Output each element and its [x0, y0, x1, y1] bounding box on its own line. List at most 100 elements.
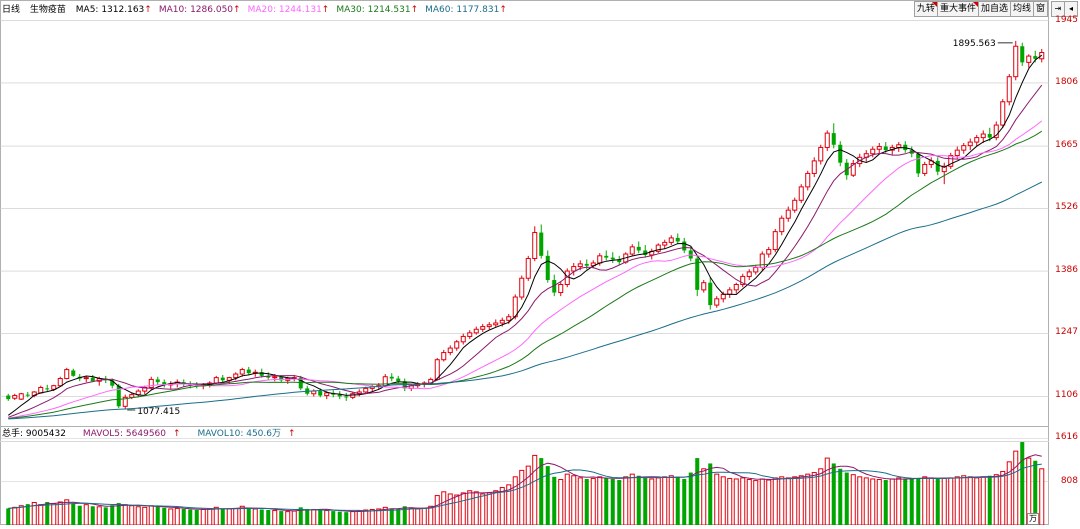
volume-bar-down [331, 511, 336, 525]
candle-body-up [493, 322, 499, 326]
volume-bar-up [668, 475, 674, 526]
chart-nav: ⇥ ◂ [1051, 1, 1078, 17]
volume-bar-down [903, 478, 908, 525]
volume-bar-up [96, 506, 102, 526]
candle-body-up [447, 347, 453, 354]
candle-body-up [467, 332, 473, 337]
candle-body-up [720, 293, 726, 300]
candle-body-up [213, 377, 219, 384]
candle-body-down [279, 376, 284, 381]
volume-bar-up [922, 476, 928, 526]
candle-body-up [779, 217, 785, 233]
volume-bar-up [272, 510, 278, 526]
candle-body-up [701, 282, 707, 291]
candle-body-down [617, 259, 622, 263]
low-price-annotation: 1077.415 [137, 407, 180, 417]
volume-bar-up [38, 504, 44, 526]
volume-bar-down [389, 508, 394, 525]
add-watchlist-button[interactable]: 加自选 [977, 1, 1011, 17]
volume-bar-up [805, 473, 811, 526]
candle-body-up [961, 145, 967, 151]
candle-body-up [792, 199, 798, 211]
mavol10-label: MAVOL10: 450.6万 ↑ [197, 429, 296, 439]
candle-body-down [155, 379, 160, 383]
volume-unit-badge: 万 [1027, 513, 1039, 525]
candle-body-up [558, 283, 564, 294]
volume-bar-down [259, 509, 264, 525]
total-volume-label: 总手: 9005432 [2, 429, 66, 439]
candle-body-up [597, 255, 603, 264]
collapse-arrow-icon[interactable]: ◂ [1064, 1, 1078, 17]
candle-body-up [727, 289, 733, 295]
volume-bar-down [246, 507, 251, 525]
candle-body-up [974, 137, 980, 143]
candle-body-up [967, 141, 973, 147]
candle-body-down [1020, 46, 1025, 63]
volume-bar-down [539, 458, 544, 525]
moving-average-button[interactable]: 均线 [1009, 1, 1034, 17]
candle-body-down [584, 263, 589, 266]
volume-bar-down [344, 512, 349, 525]
volume-bar-up [454, 494, 460, 526]
jiuzhuan-button[interactable]: 九转 [913, 1, 938, 17]
candle-body-up [870, 148, 876, 155]
candle-body-down [831, 133, 836, 145]
candle-body-up [122, 396, 128, 407]
candle-body-down [708, 282, 713, 306]
candle-body-up [499, 319, 505, 324]
volume-bar-up [629, 473, 635, 526]
volume-bar-up [363, 509, 369, 526]
volume-bar-up [207, 508, 213, 526]
candle-body-down [675, 237, 680, 242]
candle-body-down [1033, 56, 1038, 59]
volume-bar-up [174, 507, 180, 526]
candle-body-up [272, 376, 278, 379]
volume-bar-up [460, 492, 466, 526]
volume-bar-up [870, 478, 876, 526]
ma-legend: MA5: 1312.163↑ MA10: 1286.050↑ MA20: 1244.… [76, 5, 514, 15]
candle-body-down [90, 377, 95, 382]
candle-body-up [1000, 101, 1006, 126]
volume-bar-up [889, 478, 895, 526]
price-tick-label: 1386 [1055, 265, 1078, 276]
volume-bar-up [376, 508, 382, 526]
volume-bar-up [623, 476, 629, 526]
candle-body-up [454, 341, 460, 349]
volume-bar-up [480, 493, 486, 526]
volume-bar-up [122, 504, 128, 526]
candle-body-up [1006, 76, 1012, 103]
volume-bar-up [850, 474, 856, 526]
candle-body-down [604, 255, 609, 258]
volume-bar-up [701, 468, 707, 526]
window-button[interactable]: 窗 [1032, 1, 1048, 17]
volume-bar-up [135, 506, 141, 526]
candle-body-up [51, 385, 57, 390]
volume-bar-up [213, 506, 219, 526]
ma-legend-item: MA60: 1177.831↑ [425, 5, 507, 15]
candle-body-up [662, 241, 668, 246]
candle-body-up [850, 163, 856, 176]
candle-body-up [441, 352, 447, 361]
chart-frame [0, 0, 1049, 525]
volume-bar-down [116, 503, 121, 525]
volume-bar-up [740, 477, 746, 526]
candle-body-down [25, 394, 30, 396]
volume-bar-down [909, 478, 914, 525]
candle-body-up [233, 373, 239, 379]
candle-body-up [798, 186, 804, 201]
volume-bar-up [811, 472, 817, 526]
volume-bar-down [188, 509, 193, 525]
volume-bar-down [1020, 442, 1025, 525]
volume-bar-up [961, 475, 967, 526]
candle-body-down [246, 369, 251, 374]
price-tick-label: 1806 [1055, 76, 1078, 87]
major-events-button[interactable]: 重大事件 [936, 1, 979, 17]
volume-bar-down [402, 506, 407, 525]
volume-bar-up [129, 505, 135, 526]
volume-bar-down [90, 506, 95, 525]
candle-body-up [941, 165, 947, 173]
volume-bar-up [727, 477, 733, 526]
volume-bar-down [1033, 460, 1038, 525]
volume-bar-up [525, 465, 531, 526]
